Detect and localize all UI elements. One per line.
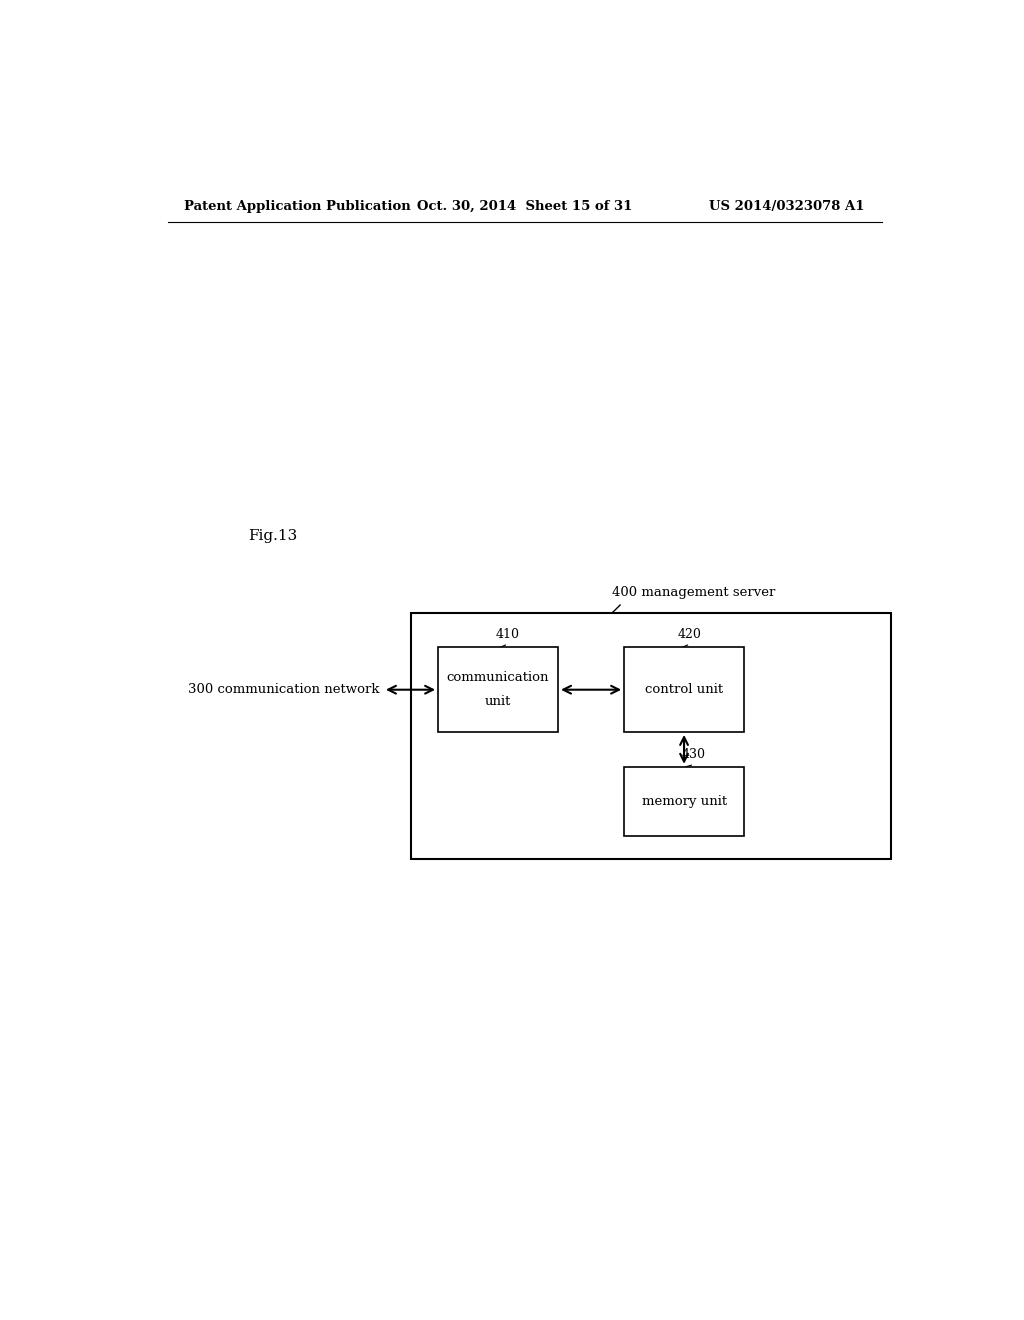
- Bar: [624, 647, 744, 733]
- Text: Patent Application Publication: Patent Application Publication: [183, 199, 411, 213]
- Bar: [624, 767, 744, 836]
- Text: Oct. 30, 2014  Sheet 15 of 31: Oct. 30, 2014 Sheet 15 of 31: [417, 199, 633, 213]
- Text: 300 communication network: 300 communication network: [188, 684, 380, 696]
- Text: 400 management server: 400 management server: [612, 586, 776, 599]
- Text: unit: unit: [485, 696, 511, 709]
- Text: communication: communication: [446, 671, 549, 684]
- Text: US 2014/0323078 A1: US 2014/0323078 A1: [709, 199, 864, 213]
- Text: 420: 420: [678, 628, 701, 642]
- Text: 410: 410: [496, 628, 520, 642]
- Bar: [411, 612, 891, 859]
- Bar: [438, 647, 558, 733]
- Text: control unit: control unit: [645, 684, 723, 696]
- Text: Fig.13: Fig.13: [248, 529, 297, 543]
- Text: memory unit: memory unit: [641, 795, 727, 808]
- Text: 430: 430: [682, 748, 706, 762]
